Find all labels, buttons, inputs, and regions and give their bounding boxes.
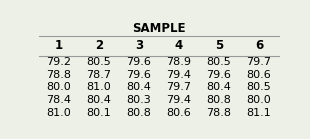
Text: 81.1: 81.1 <box>246 108 271 118</box>
Text: 78.8: 78.8 <box>206 108 232 118</box>
Text: 6: 6 <box>255 39 263 52</box>
Text: 1: 1 <box>55 39 63 52</box>
Text: 79.2: 79.2 <box>46 57 71 67</box>
Text: 80.5: 80.5 <box>206 57 231 67</box>
Text: 78.8: 78.8 <box>46 70 71 80</box>
Text: 78.9: 78.9 <box>166 57 191 67</box>
Text: 2: 2 <box>95 39 103 52</box>
Text: 80.4: 80.4 <box>206 82 231 92</box>
Text: 80.8: 80.8 <box>206 95 231 105</box>
Text: 3: 3 <box>135 39 143 52</box>
Text: 80.4: 80.4 <box>126 82 151 92</box>
Text: 4: 4 <box>175 39 183 52</box>
Text: 79.6: 79.6 <box>206 70 231 80</box>
Text: 80.1: 80.1 <box>86 108 111 118</box>
Text: 79.6: 79.6 <box>126 57 151 67</box>
Text: 80.8: 80.8 <box>126 108 151 118</box>
Text: 79.6: 79.6 <box>126 70 151 80</box>
Text: 81.0: 81.0 <box>46 108 71 118</box>
Text: 79.7: 79.7 <box>246 57 272 67</box>
Text: 80.3: 80.3 <box>126 95 151 105</box>
Text: 81.0: 81.0 <box>86 82 111 92</box>
Text: 80.4: 80.4 <box>86 95 111 105</box>
Text: 80.5: 80.5 <box>86 57 111 67</box>
Text: 79.7: 79.7 <box>166 82 191 92</box>
Text: 80.6: 80.6 <box>246 70 271 80</box>
Text: 80.5: 80.5 <box>246 82 271 92</box>
Text: 79.4: 79.4 <box>166 70 191 80</box>
Text: 80.6: 80.6 <box>166 108 191 118</box>
Text: 78.7: 78.7 <box>86 70 111 80</box>
Text: 78.4: 78.4 <box>46 95 71 105</box>
Text: 80.0: 80.0 <box>46 82 71 92</box>
Text: 5: 5 <box>215 39 223 52</box>
Text: 79.4: 79.4 <box>166 95 191 105</box>
Text: 80.0: 80.0 <box>246 95 271 105</box>
Text: SAMPLE: SAMPLE <box>132 22 186 35</box>
